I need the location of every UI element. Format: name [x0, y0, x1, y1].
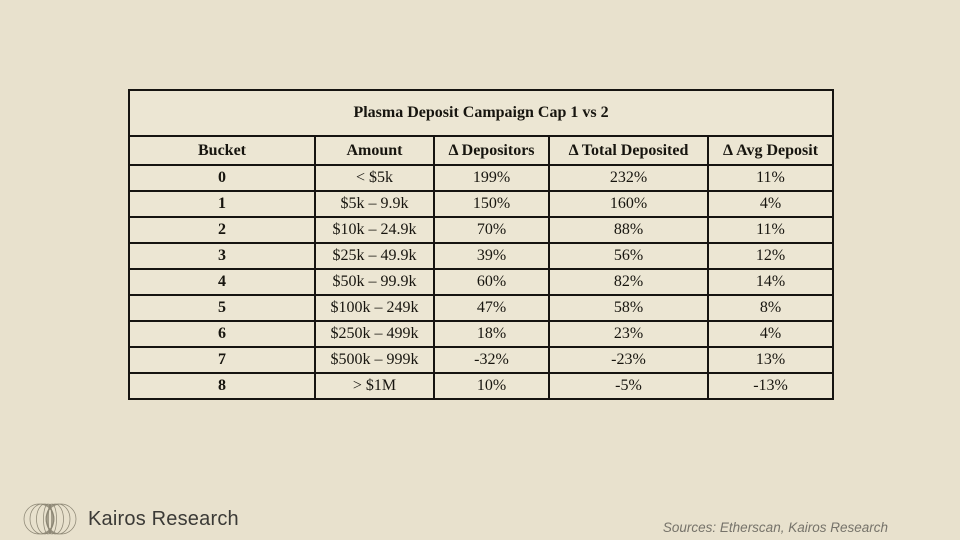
- table-row: 3 $25k – 49.9k 39% 56% 12%: [128, 242, 835, 270]
- bucket-cell: 4: [128, 268, 316, 296]
- bucket-cell: 2: [128, 216, 316, 244]
- value-cell: 8%: [706, 294, 835, 322]
- value-cell: $250k – 499k: [314, 320, 435, 348]
- value-cell: $5k – 9.9k: [314, 190, 435, 218]
- table-title-row: Plasma Deposit Campaign Cap 1 vs 2: [127, 89, 835, 137]
- table-row: 2 $10k – 24.9k 70% 88% 11%: [128, 216, 835, 244]
- value-cell: $25k – 49.9k: [314, 242, 435, 270]
- value-cell: 88%: [548, 216, 709, 244]
- table-row: 6 $250k – 499k 18% 23% 4%: [128, 320, 835, 348]
- bucket-cell: 0: [128, 164, 316, 192]
- value-cell: 70%: [433, 216, 550, 244]
- bucket-cell: 8: [128, 372, 316, 400]
- value-cell: 11%: [706, 216, 835, 244]
- table-title: Plasma Deposit Campaign Cap 1 vs 2: [127, 89, 835, 137]
- column-header: Bucket: [128, 135, 316, 166]
- column-header: Δ Total Deposited: [548, 135, 709, 166]
- table-row: 4 $50k – 99.9k 60% 82% 14%: [128, 268, 835, 296]
- column-header: Amount: [314, 135, 435, 166]
- value-cell: 11%: [706, 164, 835, 192]
- value-cell: $500k – 999k: [314, 346, 435, 374]
- footer-brand: Kairos Research: [23, 502, 239, 536]
- value-cell: 10%: [433, 372, 550, 400]
- value-cell: 58%: [548, 294, 709, 322]
- table-header-row: Bucket Amount Δ Depositors Δ Total Deposite…: [128, 135, 835, 166]
- table-row: 8 > $1M 10% -5% -13%: [128, 372, 835, 400]
- table-row: 0 < $5k 199% 232% 11%: [128, 164, 835, 192]
- value-cell: 14%: [706, 268, 835, 296]
- bucket-cell: 3: [128, 242, 316, 270]
- column-header: Δ Avg Deposit: [706, 135, 835, 166]
- value-cell: 4%: [706, 190, 835, 218]
- value-cell: -13%: [706, 372, 835, 400]
- value-cell: 56%: [548, 242, 709, 270]
- value-cell: 18%: [433, 320, 550, 348]
- deposit-campaign-table: Plasma Deposit Campaign Cap 1 vs 2 Bucke…: [127, 89, 835, 400]
- value-cell: $100k – 249k: [314, 294, 435, 322]
- sources-note: Sources: Etherscan, Kairos Research: [662, 520, 888, 535]
- table-row: 7 $500k – 999k -32% -23% 13%: [128, 346, 835, 374]
- bucket-cell: 7: [128, 346, 316, 374]
- table-row: 5 $100k – 249k 47% 58% 8%: [128, 294, 835, 322]
- value-cell: > $1M: [314, 372, 435, 400]
- table-row: 1 $5k – 9.9k 150% 160% 4%: [128, 190, 835, 218]
- value-cell: < $5k: [314, 164, 435, 192]
- value-cell: 199%: [433, 164, 550, 192]
- kairos-logo-icon: [23, 503, 77, 535]
- value-cell: 82%: [548, 268, 709, 296]
- brand-name: Kairos Research: [88, 507, 239, 530]
- value-cell: $50k – 99.9k: [314, 268, 435, 296]
- value-cell: -23%: [548, 346, 709, 374]
- bucket-cell: 1: [128, 190, 316, 218]
- value-cell: 23%: [548, 320, 709, 348]
- value-cell: 60%: [433, 268, 550, 296]
- value-cell: 39%: [433, 242, 550, 270]
- value-cell: 232%: [548, 164, 709, 192]
- value-cell: -5%: [548, 372, 709, 400]
- column-header: Δ Depositors: [433, 135, 550, 166]
- value-cell: 13%: [706, 346, 835, 374]
- value-cell: -32%: [433, 346, 550, 374]
- value-cell: 12%: [706, 242, 835, 270]
- value-cell: $10k – 24.9k: [314, 216, 435, 244]
- bucket-cell: 6: [128, 320, 316, 348]
- bucket-cell: 5: [128, 294, 316, 322]
- value-cell: 160%: [548, 190, 709, 218]
- value-cell: 47%: [433, 294, 550, 322]
- value-cell: 4%: [706, 320, 835, 348]
- value-cell: 150%: [433, 190, 550, 218]
